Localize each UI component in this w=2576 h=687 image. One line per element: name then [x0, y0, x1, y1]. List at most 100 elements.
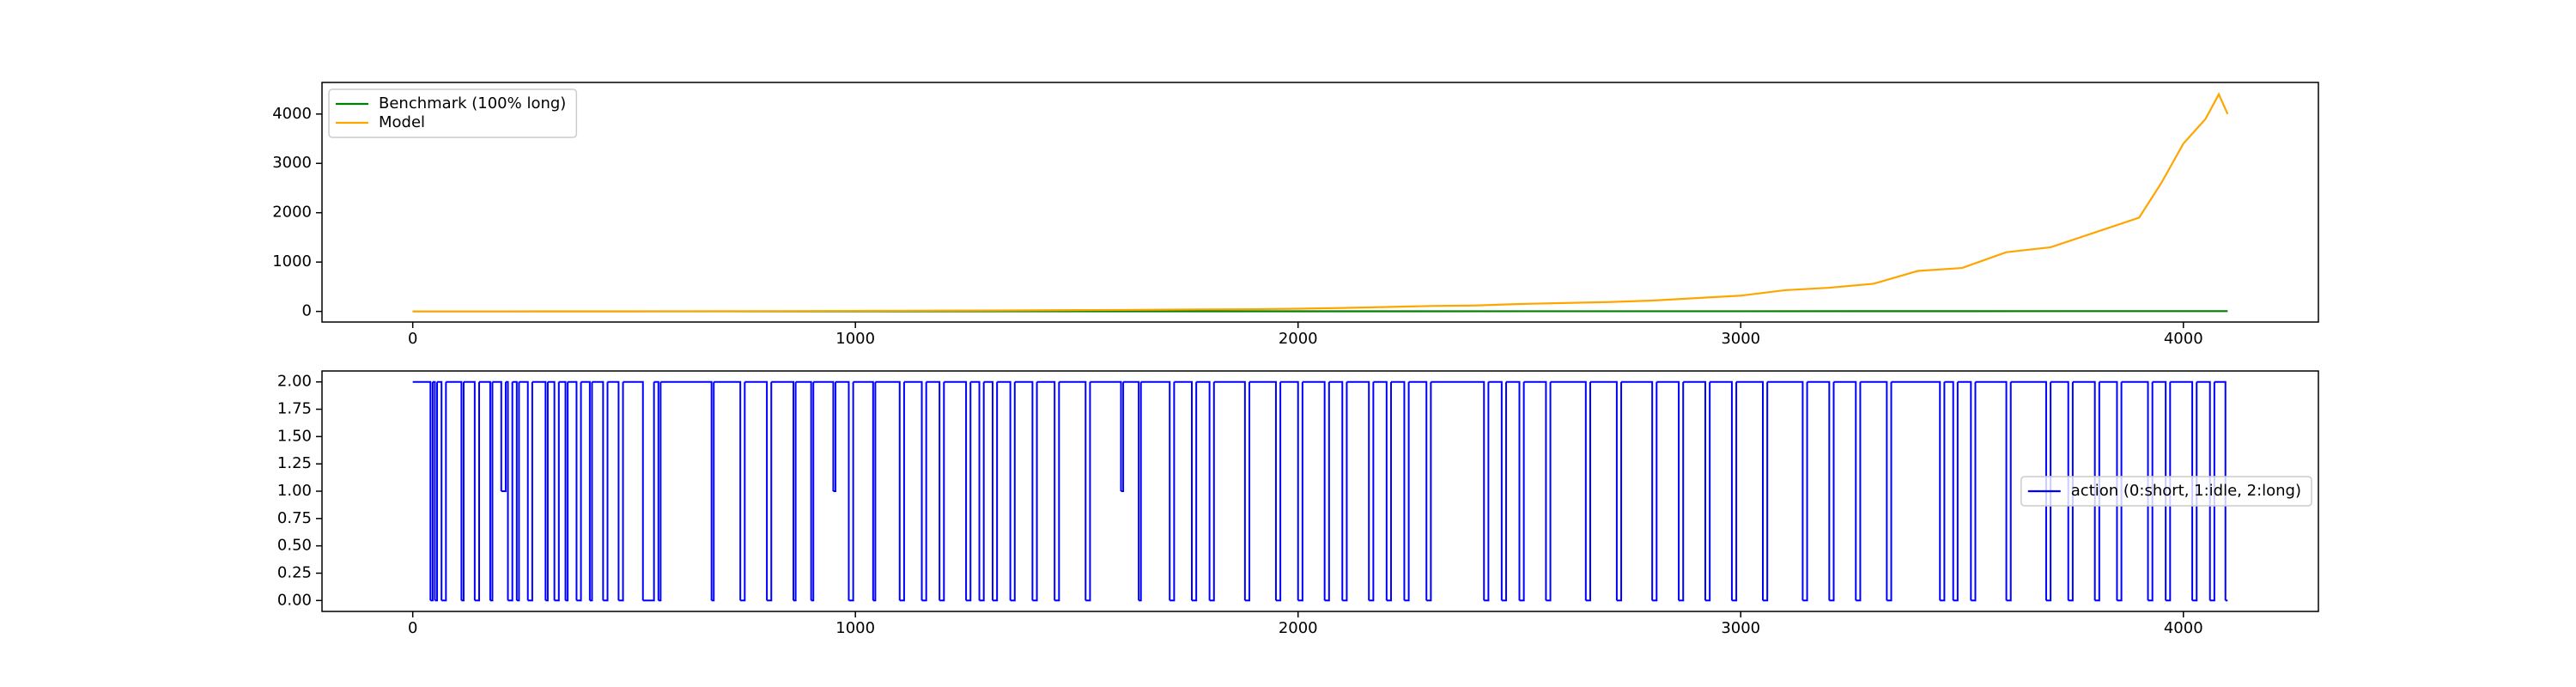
step-segment [970, 380, 981, 601]
step-segment [489, 381, 494, 602]
step-segment [1940, 381, 1946, 602]
step-segment [1860, 380, 1888, 601]
step-segment [434, 381, 439, 602]
step-segment [1431, 380, 1485, 601]
legend-label: Benchmark (100% long) [379, 94, 566, 112]
step-segment [740, 381, 746, 602]
step-segment [463, 380, 476, 601]
step-segment [589, 381, 593, 602]
y-tick-label: 3000 [272, 154, 312, 172]
step-segment [1196, 380, 1211, 601]
step-segment [547, 380, 556, 601]
step-segment [926, 380, 941, 601]
step-segment [441, 381, 447, 602]
step-segment [479, 380, 491, 601]
step-segment [899, 381, 905, 602]
step-segment [1014, 380, 1034, 601]
x-tick-label: 0 [408, 330, 417, 348]
step-segment [660, 380, 713, 601]
step-segment [2099, 380, 2118, 601]
step-segment [1807, 380, 1831, 601]
step-segment [446, 380, 463, 601]
step-segment [658, 381, 662, 602]
step-segment [527, 381, 533, 602]
y-tick-label: 1.00 [277, 482, 312, 500]
step-segment [811, 381, 815, 602]
step-segment [1710, 380, 1733, 601]
step-segment [492, 380, 502, 491]
step-segment [1488, 380, 1503, 601]
y-tick-label: 1.75 [277, 400, 312, 418]
step-segment [1621, 380, 1654, 601]
step-segment [853, 380, 874, 601]
step-segment [2166, 381, 2172, 602]
step-segment [714, 380, 742, 601]
step-segment [1731, 381, 1738, 602]
legend-box [328, 88, 578, 138]
step-segment [432, 380, 436, 601]
step-segment [2072, 380, 2096, 601]
step-segment [2045, 381, 2052, 602]
step-segment [848, 381, 854, 602]
step-segment [835, 380, 850, 601]
step-segment [505, 380, 509, 601]
step-segment [592, 380, 605, 601]
step-segment [1170, 381, 1176, 602]
step-segment [1833, 380, 1857, 601]
x-tick-label: 0 [408, 619, 417, 637]
step-segment [507, 381, 513, 602]
step-segment [1975, 380, 2008, 601]
step-segment [711, 381, 715, 602]
step-segment [2192, 381, 2198, 602]
step-segment [1369, 381, 1375, 602]
step-segment [545, 381, 549, 602]
axes-frame [321, 82, 2319, 323]
step-segment [1244, 381, 1251, 602]
step-segment [501, 381, 507, 492]
step-segment [642, 381, 655, 602]
x-tick-label: 1000 [835, 330, 875, 348]
legend: action (0:short, 1:idle, 2:long) [2020, 476, 2312, 507]
step-segment [1971, 381, 1977, 602]
step-segment [1656, 380, 1680, 601]
series-line [412, 92, 2229, 313]
step-segment [2068, 381, 2074, 602]
y-tick-label: 1.25 [277, 454, 312, 472]
step-segment [1085, 381, 1091, 602]
x-tick-label: 1000 [835, 619, 875, 637]
step-segment [1174, 380, 1193, 601]
step-segment [2094, 381, 2100, 602]
step-segment [1683, 380, 1706, 601]
step-segment [2117, 381, 2123, 602]
step-segment [603, 381, 609, 602]
step-segment [1802, 381, 1808, 602]
step-segment [903, 380, 923, 601]
y-tick-label: 0.75 [277, 509, 312, 527]
step-segment [2170, 380, 2194, 601]
step-segment [1192, 381, 1198, 602]
step-segment [1404, 381, 1410, 602]
step-segment [1953, 381, 1959, 602]
step-segment [1342, 381, 1348, 602]
step-segment [993, 381, 999, 602]
x-tick-label: 2000 [1279, 330, 1318, 348]
step-segment [1589, 380, 1618, 601]
step-segment [1275, 381, 1282, 602]
x-tick-label: 4000 [2164, 330, 2203, 348]
step-segment [2148, 381, 2154, 602]
step-segment [793, 381, 797, 602]
step-segment [1550, 380, 1587, 601]
step-segment [1891, 380, 1941, 601]
step-segment [1213, 380, 1246, 601]
step-segment [1386, 381, 1392, 602]
step-segment [1705, 381, 1711, 602]
step-segment [1767, 380, 1804, 601]
step-segment [1123, 380, 1140, 601]
step-segment [2209, 381, 2215, 602]
step-segment [1302, 380, 1326, 601]
step-segment [1957, 380, 1972, 601]
step-segment [1546, 381, 1552, 602]
step-segment [2214, 380, 2227, 601]
step-segment [1121, 381, 1125, 492]
step-segment [1054, 381, 1060, 602]
